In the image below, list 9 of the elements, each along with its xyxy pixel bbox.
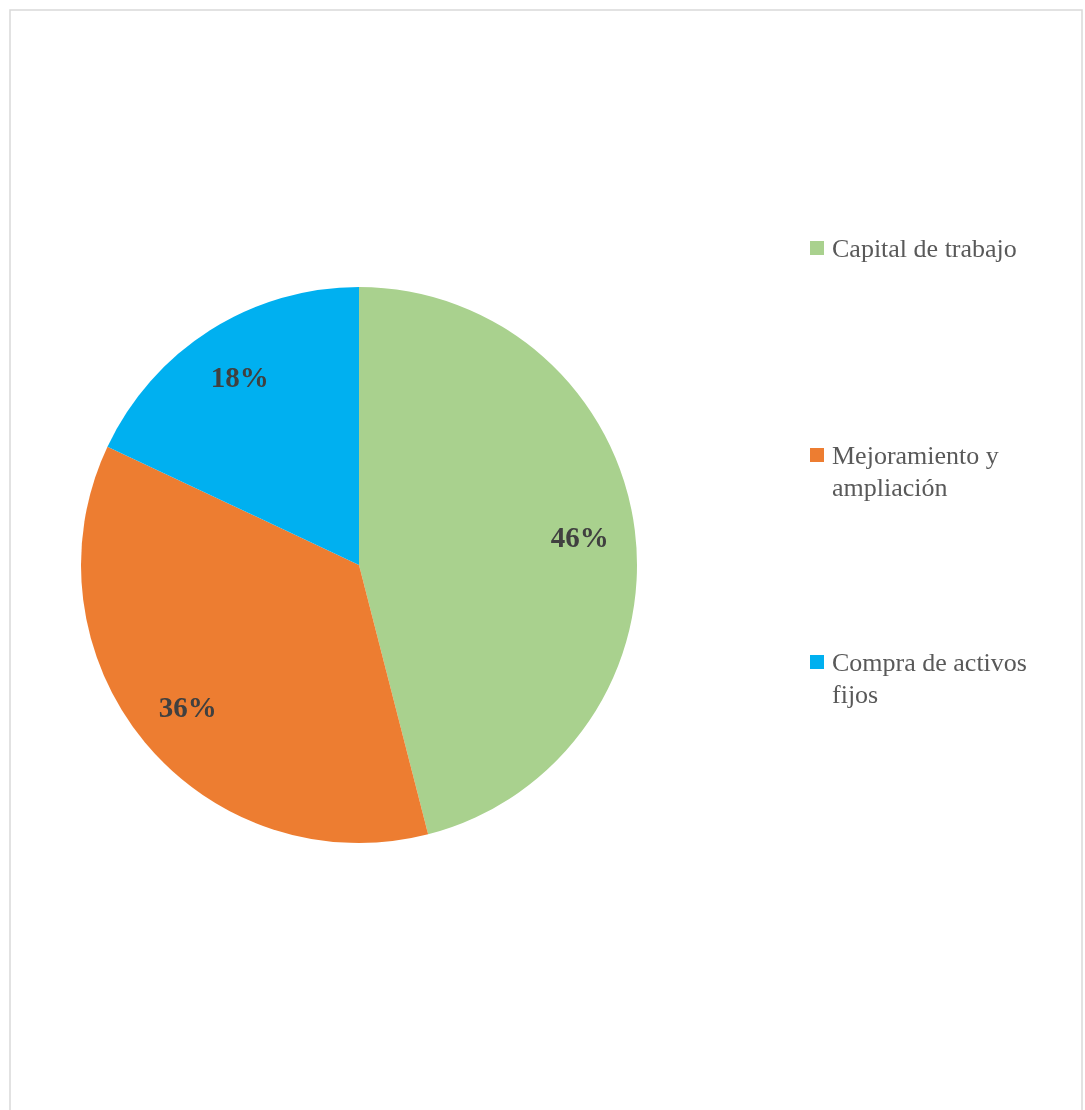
data-label: 18% xyxy=(210,361,269,394)
legend-label: Mejoramiento y ampliación xyxy=(832,440,999,502)
legend-label: Compra de activos fijos xyxy=(832,647,1027,709)
pie-slice xyxy=(359,287,637,835)
pie-slice xyxy=(81,446,429,843)
data-label: 36% xyxy=(158,690,217,723)
pie-slice xyxy=(107,287,359,565)
legend-label: Capital de trabajo xyxy=(832,233,1017,263)
data-label: 46% xyxy=(550,521,609,554)
